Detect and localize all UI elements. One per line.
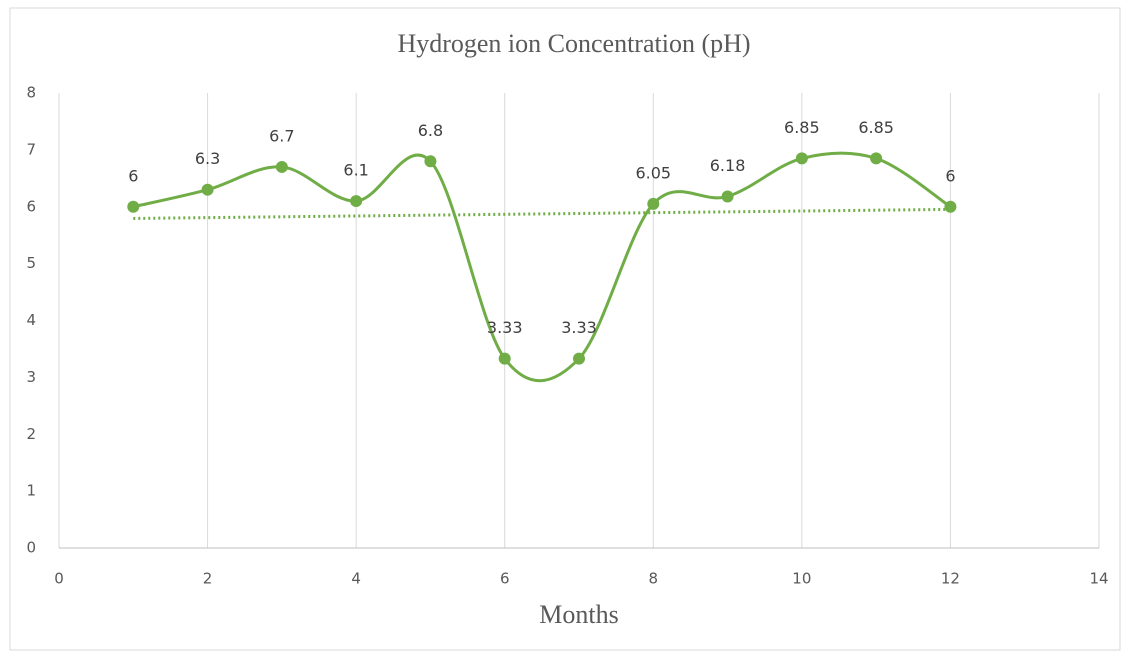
- x-tick-label: 12: [941, 570, 960, 588]
- x-tick-label: 6: [500, 570, 510, 588]
- x-tick-label: 14: [1089, 570, 1108, 588]
- data-point: [870, 152, 883, 165]
- data-label: 6.85: [858, 118, 894, 137]
- data-point: [795, 152, 808, 165]
- x-axis-label: Months: [539, 600, 618, 629]
- data-point: [127, 200, 140, 213]
- y-tick-label: 0: [26, 539, 36, 557]
- y-tick-label: 5: [26, 254, 36, 272]
- y-tick-label: 7: [26, 140, 36, 158]
- x-tick-label: 4: [351, 570, 361, 588]
- trendline: [133, 207, 951, 220]
- data-point: [647, 197, 660, 210]
- data-point: [350, 195, 363, 208]
- data-label: 3.33: [487, 318, 523, 337]
- data-label: 6.7: [269, 126, 294, 145]
- data-point: [201, 183, 214, 196]
- data-label: 6.8: [418, 121, 443, 140]
- data-label: 6.18: [710, 156, 746, 175]
- data-point: [498, 352, 511, 365]
- y-tick-label: 2: [26, 425, 36, 443]
- data-point: [721, 190, 734, 203]
- y-tick-label: 4: [26, 311, 36, 329]
- chart-border: [9, 7, 1121, 651]
- data-label: 6: [128, 166, 138, 185]
- x-tick-label: 2: [203, 570, 213, 588]
- data-label: 6.1: [343, 161, 368, 180]
- y-tick-label: 1: [26, 482, 36, 500]
- y-tick-label: 6: [26, 197, 36, 215]
- data-label: 6: [945, 166, 955, 185]
- data-point: [424, 155, 437, 168]
- x-tick-label: 0: [54, 570, 64, 588]
- data-label: 6.3: [195, 149, 220, 168]
- y-tick-label: 8: [26, 84, 36, 102]
- data-point: [944, 200, 957, 213]
- data-label: 6.85: [784, 118, 820, 137]
- x-tick-label: 10: [792, 570, 811, 588]
- data-point: [573, 352, 585, 365]
- y-tick-label: 3: [26, 368, 36, 386]
- x-tick-label: 8: [649, 570, 659, 588]
- chart-title: Hydrogen ion Concentration (pH): [397, 29, 750, 58]
- data-label: 6.05: [635, 163, 671, 182]
- data-label: 3.33: [561, 318, 597, 337]
- data-point: [275, 160, 288, 173]
